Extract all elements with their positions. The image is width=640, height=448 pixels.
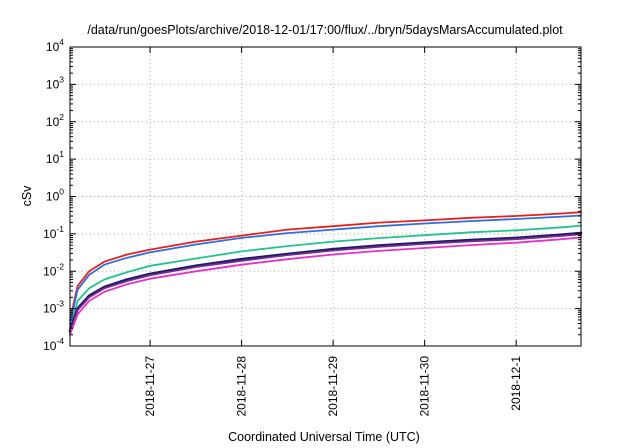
y-tick-label: 103 <box>46 74 64 91</box>
y-tick-base: 10 <box>46 152 60 166</box>
y-tick-base: 10 <box>46 190 60 204</box>
x-tick-label: 2018-11-29 <box>326 356 340 417</box>
y-tick-exponent: 1 <box>59 149 64 159</box>
y-tick-label: 10-2 <box>43 261 64 278</box>
y-tick-base: 10 <box>43 227 57 241</box>
y-tick-label: 10-3 <box>43 299 64 316</box>
x-tick-label: 2018-11-30 <box>418 356 432 417</box>
y-tick-exponent: -3 <box>56 299 64 309</box>
x-tick-label: 2018-12-1 <box>509 356 523 411</box>
series-line-6 <box>69 236 582 336</box>
y-tick-base: 10 <box>46 115 60 129</box>
y-tick-label: 10-1 <box>43 224 64 241</box>
x-tick-label: 2018-11-27 <box>143 356 157 417</box>
y-tick-label: 101 <box>46 149 64 166</box>
y-tick-label: 10-4 <box>43 336 64 353</box>
y-tick-exponent: -4 <box>56 336 64 346</box>
series-line-1 <box>69 211 582 321</box>
y-tick-exponent: 0 <box>59 187 64 197</box>
grid <box>70 47 581 346</box>
y-tick-exponent: 2 <box>59 112 64 122</box>
y-tick-exponent: 4 <box>59 37 64 47</box>
y-tick-exponent: 3 <box>59 74 64 84</box>
x-axis-label: Coordinated Universal Time (UTC) <box>228 430 420 444</box>
chart-title: /data/run/goesPlots/archive/2018-12-01/1… <box>87 23 563 37</box>
series-layer <box>68 211 583 336</box>
series-line-5 <box>69 233 582 334</box>
y-tick-base: 10 <box>43 302 57 316</box>
y-tick-base: 10 <box>43 264 57 278</box>
y-tick-label: 104 <box>46 37 64 54</box>
y-tick-label: 100 <box>46 187 64 204</box>
y-tick-exponent: -2 <box>56 261 64 271</box>
y-axis-label: cSv <box>20 185 34 207</box>
axis-ticks <box>70 46 581 347</box>
y-tick-exponent: -1 <box>56 224 64 234</box>
y-tick-base: 10 <box>43 339 57 353</box>
y-tick-label: 102 <box>46 112 64 129</box>
series-line-4 <box>68 231 583 333</box>
y-tick-base: 10 <box>46 40 60 54</box>
series-line-2 <box>69 214 582 325</box>
x-axis-ticks: 2018-11-27 2018-11-28 2018-11-29 2018-11-30… <box>143 356 523 417</box>
x-tick-label: 2018-11-28 <box>235 356 249 417</box>
y-tick-base: 10 <box>46 77 60 91</box>
series-line-3 <box>69 224 582 330</box>
